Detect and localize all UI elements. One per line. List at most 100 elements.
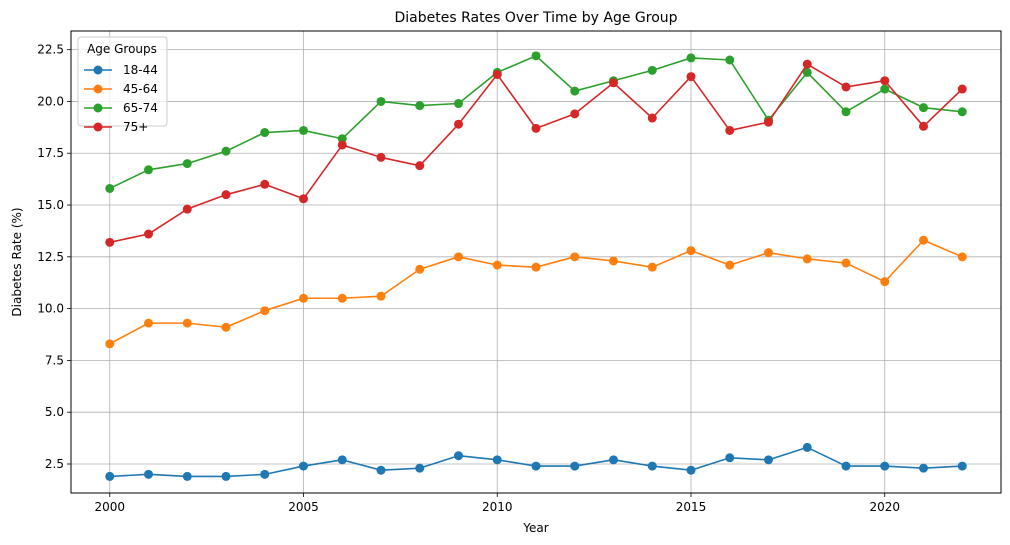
data-point bbox=[919, 235, 928, 245]
data-point bbox=[725, 260, 735, 270]
series-line bbox=[109, 239, 963, 345]
data-point bbox=[299, 461, 308, 471]
data-point bbox=[570, 109, 580, 119]
legend-marker bbox=[93, 84, 103, 94]
legend-item: 45-64 bbox=[84, 82, 158, 96]
data-point bbox=[299, 125, 308, 135]
data-point bbox=[492, 455, 502, 465]
data-point bbox=[957, 107, 967, 117]
data-point bbox=[919, 463, 928, 473]
data-point bbox=[647, 461, 657, 471]
y-axis-title: Diabetes Rate (%) bbox=[10, 207, 24, 316]
data-point bbox=[880, 277, 890, 287]
data-point bbox=[105, 237, 115, 247]
data-point bbox=[376, 152, 386, 162]
data-point bbox=[609, 455, 618, 465]
data-point bbox=[182, 318, 192, 328]
data-point bbox=[376, 465, 386, 475]
legend-item: 75+ bbox=[84, 120, 148, 134]
data-point bbox=[686, 72, 696, 82]
legend-label: 18-44 bbox=[123, 63, 158, 77]
series-45-64 bbox=[105, 235, 967, 349]
series-65-74 bbox=[105, 51, 967, 193]
data-point bbox=[182, 471, 192, 481]
data-point bbox=[919, 103, 928, 113]
data-point bbox=[686, 53, 696, 63]
y-tick-label: 2.5 bbox=[45, 457, 64, 471]
data-point bbox=[802, 442, 812, 452]
legend-marker bbox=[93, 65, 103, 75]
data-point bbox=[841, 258, 851, 268]
data-point bbox=[415, 101, 425, 111]
data-point bbox=[260, 179, 270, 189]
data-point bbox=[376, 291, 386, 301]
series-75+ bbox=[105, 59, 967, 247]
data-point bbox=[454, 451, 463, 461]
data-point bbox=[841, 82, 851, 92]
data-point bbox=[260, 128, 270, 138]
data-point bbox=[647, 65, 657, 75]
data-point bbox=[182, 159, 192, 169]
y-tick-label: 5.0 bbox=[45, 405, 64, 419]
data-point bbox=[764, 248, 773, 258]
data-point bbox=[725, 55, 735, 65]
data-point bbox=[725, 125, 735, 135]
data-point bbox=[182, 204, 192, 214]
data-point bbox=[647, 113, 657, 123]
data-point bbox=[570, 86, 580, 96]
data-point bbox=[144, 318, 153, 328]
data-point bbox=[764, 117, 773, 127]
data-point bbox=[260, 306, 270, 316]
legend-item: 65-74 bbox=[84, 101, 158, 115]
legend-frame bbox=[77, 36, 168, 127]
data-point bbox=[105, 339, 115, 349]
data-point bbox=[337, 455, 347, 465]
chart-title: Diabetes Rates Over Time by Age Group bbox=[394, 10, 677, 26]
data-point bbox=[376, 96, 386, 106]
data-point bbox=[415, 463, 425, 473]
x-tick-label: 2005 bbox=[288, 500, 319, 514]
data-point bbox=[957, 252, 967, 262]
data-point bbox=[841, 107, 851, 117]
data-point bbox=[221, 190, 231, 200]
data-point bbox=[221, 471, 231, 481]
data-point bbox=[880, 76, 890, 86]
data-point bbox=[570, 252, 580, 262]
y-tick-label: 22.5 bbox=[37, 43, 64, 57]
data-point bbox=[841, 461, 851, 471]
series-group bbox=[105, 51, 967, 481]
legend-marker bbox=[93, 122, 103, 132]
y-tick-label: 15.0 bbox=[37, 198, 64, 212]
data-point bbox=[144, 165, 153, 175]
legend: Age Groups 18-44 45-64 65-74 75+ bbox=[77, 36, 168, 134]
data-point bbox=[725, 453, 735, 463]
data-point bbox=[299, 293, 308, 303]
legend-title: Age Groups bbox=[87, 42, 157, 56]
data-point bbox=[260, 469, 270, 479]
y-tick-label: 7.5 bbox=[45, 353, 64, 367]
data-point bbox=[570, 461, 580, 471]
data-point bbox=[221, 146, 231, 156]
data-point bbox=[647, 262, 657, 272]
x-tick-label: 2000 bbox=[94, 500, 125, 514]
data-point bbox=[686, 246, 696, 256]
data-point bbox=[802, 67, 812, 77]
data-point bbox=[454, 99, 463, 109]
y-tick-label: 17.5 bbox=[37, 146, 64, 160]
data-point bbox=[609, 78, 618, 88]
data-point bbox=[144, 469, 153, 479]
legend-label: 75+ bbox=[123, 120, 148, 134]
data-point bbox=[337, 140, 347, 150]
data-point bbox=[415, 264, 425, 274]
data-point bbox=[105, 183, 115, 193]
data-point bbox=[957, 461, 967, 471]
legend-marker bbox=[93, 103, 103, 113]
data-point bbox=[531, 461, 541, 471]
y-tick-label: 12.5 bbox=[37, 250, 64, 264]
data-point bbox=[880, 461, 890, 471]
plot-area-frame bbox=[70, 30, 1002, 494]
data-point bbox=[492, 260, 502, 270]
data-point bbox=[105, 471, 115, 481]
data-point bbox=[531, 51, 541, 61]
